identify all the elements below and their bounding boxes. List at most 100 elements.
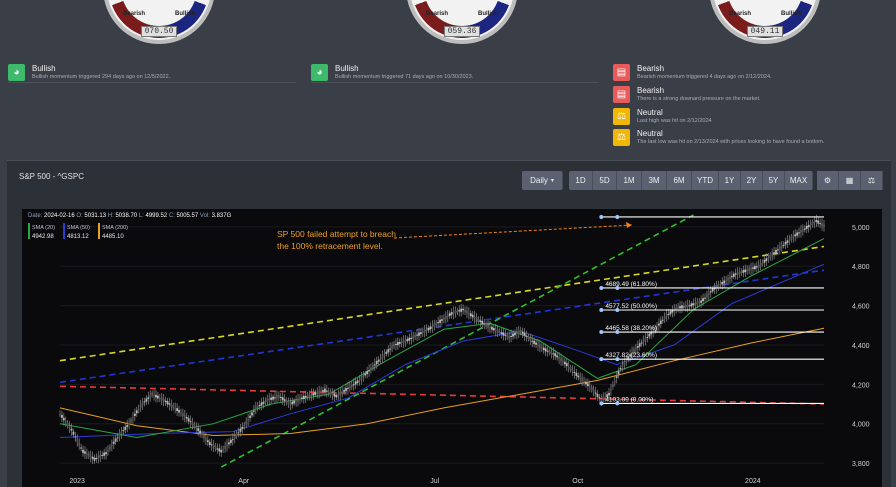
candle-body (542, 347, 545, 350)
candle-body (137, 408, 140, 410)
candle-body (675, 307, 678, 311)
candle-body (155, 394, 157, 398)
chart-canvas[interactable]: 3,800 4,000 4,200 4,400 4,600 4,800 5,000 2023 A… (22, 209, 882, 487)
candle-body (510, 335, 513, 337)
sma-legend-value: 4813.12 (67, 234, 89, 240)
candle-body (629, 354, 632, 357)
candle-body (76, 439, 79, 442)
candle-body (725, 280, 728, 282)
candle-body (498, 331, 501, 333)
candle-body (598, 397, 601, 399)
candle-body (696, 301, 699, 305)
candle-body (82, 449, 84, 453)
candle-body (174, 407, 177, 409)
candle-body (252, 410, 255, 412)
candle-body (312, 392, 315, 396)
candle-body (239, 428, 242, 432)
fib-handle (615, 357, 620, 362)
candle-body (610, 389, 612, 391)
candle-body (744, 269, 747, 273)
candle-body (688, 305, 691, 307)
candle-body (118, 433, 121, 437)
range-button-max[interactable]: MAX (785, 171, 813, 190)
range-button-1d[interactable]: 1D (569, 171, 593, 190)
candle-body (796, 232, 799, 236)
range-button-5d[interactable]: 5D (593, 171, 617, 190)
signal-item: ⚖ Neutral The last low was hit on 2/13/2… (613, 129, 824, 149)
candle-body (798, 232, 800, 234)
candle-body (145, 398, 148, 402)
candle-body (671, 310, 674, 313)
ohlc-field: Vol: (198, 213, 211, 219)
range-button-3m[interactable]: 3M (642, 171, 667, 190)
candle-body (414, 334, 417, 338)
candle-body (803, 228, 806, 230)
candle-body (487, 324, 489, 328)
candle-body (170, 404, 173, 407)
range-button-6m[interactable]: 6M (667, 171, 692, 190)
candle-body (494, 329, 497, 331)
fib-level-label: 4465.58 (38.20%) (605, 325, 657, 332)
candle-body (371, 365, 374, 368)
candle-body (418, 332, 420, 336)
candle-body (746, 269, 749, 271)
gauge-dial (103, 0, 215, 44)
scale-icon[interactable]: ⚖ (861, 171, 883, 190)
candle-body (224, 445, 226, 449)
candle-body (370, 367, 372, 370)
candle-body (416, 334, 418, 336)
price-chart[interactable]: 3,800 4,000 4,200 4,400 4,600 4,800 5,000 2023 A… (22, 209, 882, 487)
candle-body (395, 343, 397, 345)
candle-body (352, 384, 355, 386)
candle-body (479, 320, 482, 323)
candle-body (385, 351, 388, 354)
candle-body (571, 369, 574, 372)
fib-handle (615, 285, 620, 290)
candle-body (164, 400, 167, 403)
signal-item: ▤ Bearish Bearish momentum triggered 4 d… (613, 64, 772, 84)
candle-body (466, 310, 468, 314)
candle-body (191, 422, 194, 425)
range-button-ytd[interactable]: YTD (692, 171, 719, 190)
candle-body (74, 436, 77, 438)
candle-body (70, 428, 73, 431)
fib-level-label: 4103.09 (0.00%) (605, 396, 653, 403)
candle-body (458, 310, 461, 312)
ohlc-field: 2024-02-16 (44, 213, 75, 219)
range-button-1m[interactable]: 1M (617, 171, 642, 190)
fib-level-label: 4327.82 (23.60%) (605, 352, 657, 359)
candle-body (540, 346, 543, 349)
candle-body (778, 246, 781, 250)
candle-body (588, 386, 591, 388)
candle-body (120, 431, 123, 435)
candle-body (594, 392, 597, 394)
settings-icon[interactable]: ⚙ (817, 171, 839, 190)
candle-body (287, 401, 290, 405)
candle-body (193, 424, 196, 428)
ohlc-field: O: (75, 213, 85, 219)
candle-body (358, 379, 361, 381)
candle-body (431, 326, 434, 328)
candle-body (533, 340, 536, 344)
candle-body (485, 324, 488, 327)
candle-body (748, 267, 751, 271)
candle-body (753, 265, 756, 270)
candle-body (702, 298, 704, 302)
candle-body (126, 425, 129, 427)
calculator-icon[interactable]: ▦ (839, 171, 861, 190)
candle-body (771, 253, 774, 256)
candle-body (492, 328, 495, 331)
y-tick-label: 4,800 (852, 264, 870, 271)
gauge-bullish-label: Bullish (780, 11, 801, 17)
candle-body (552, 353, 555, 355)
candle-body (66, 422, 69, 426)
interval-dropdown[interactable]: Daily ▾ (522, 171, 563, 190)
candle-body (237, 432, 240, 434)
candle-body (423, 329, 426, 333)
range-button-2y[interactable]: 2Y (741, 171, 763, 190)
trend-line (220, 214, 694, 468)
candle-body (794, 234, 797, 237)
range-button-1y[interactable]: 1Y (719, 171, 741, 190)
candle-body (180, 412, 182, 414)
range-button-5y[interactable]: 5Y (763, 171, 785, 190)
